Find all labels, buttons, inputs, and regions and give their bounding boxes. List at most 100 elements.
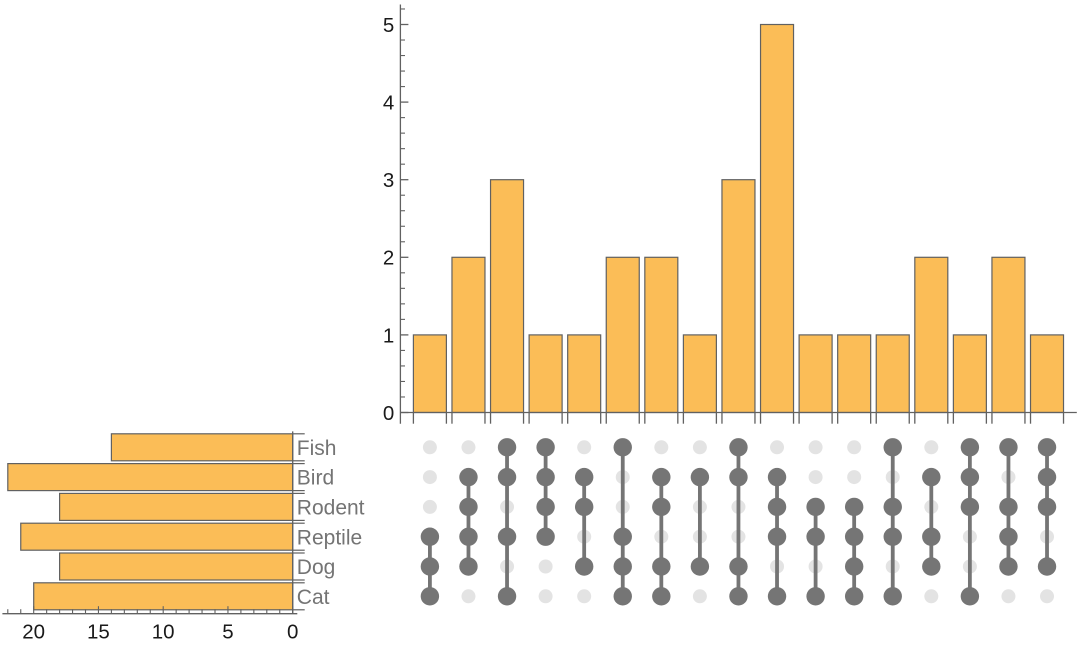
matrix-dot-active <box>999 497 1018 517</box>
matrix-dot-active <box>1037 497 1057 517</box>
set-label: Bird <box>297 467 334 490</box>
intersection-y-tick-label: 2 <box>383 247 394 270</box>
matrix-dot-inactive <box>770 440 785 455</box>
matrix-dot-active <box>960 467 980 487</box>
intersection-y-tick-label: 1 <box>383 324 394 347</box>
matrix-dot-inactive <box>654 440 669 455</box>
matrix-dot-active <box>767 527 787 546</box>
intersection-bar <box>451 256 486 414</box>
matrix-dot-active <box>806 527 825 546</box>
matrix-dot-active <box>652 587 671 606</box>
matrix-dot-active <box>922 557 941 576</box>
matrix-dot-active <box>420 557 440 576</box>
matrix-dot-inactive <box>847 470 862 485</box>
matrix-dot-active <box>613 527 632 546</box>
matrix-dot-active <box>420 587 440 606</box>
intersection-bar <box>991 256 1026 414</box>
set-label: Rodent <box>297 496 365 519</box>
matrix-dot-active <box>729 467 748 487</box>
matrix-dot-active <box>497 587 517 606</box>
matrix-dot-active <box>652 467 671 487</box>
set-size-x-tick-label: 0 <box>287 620 298 643</box>
set-size-bar <box>33 582 294 611</box>
matrix-dot-inactive <box>808 470 823 485</box>
matrix-dot-active <box>729 557 748 576</box>
matrix-dot-inactive <box>808 440 823 455</box>
intersection-y-tick-label: 0 <box>383 402 394 425</box>
intersection-bar <box>567 334 602 414</box>
matrix-dot-active <box>536 438 555 457</box>
intersection-bar <box>759 23 795 414</box>
matrix-dot-active <box>806 497 825 517</box>
intersection-bar <box>682 334 717 414</box>
matrix-dot-active <box>1037 467 1057 487</box>
matrix-dot-active <box>960 497 980 517</box>
intersection-y-tick-label: 4 <box>383 91 394 114</box>
intersection-bar <box>721 179 756 414</box>
intersection-bar <box>952 334 987 414</box>
intersection-bar <box>875 334 910 414</box>
matrix-dot-active <box>574 497 594 517</box>
matrix-dot-active <box>883 527 902 546</box>
matrix-dot-active <box>1037 438 1057 457</box>
intersection-y-tick-label: 3 <box>383 169 394 192</box>
matrix-dot-active <box>574 467 594 487</box>
set-label: Fish <box>297 437 337 460</box>
matrix-dot-active <box>459 527 478 546</box>
intersection-bar <box>1029 334 1065 414</box>
matrix-dot-inactive <box>924 440 939 455</box>
set-size-bar <box>20 522 294 551</box>
matrix-dot-active <box>883 438 902 457</box>
set-size-bar <box>110 433 294 462</box>
matrix-dot-active <box>613 587 632 606</box>
matrix-dot-active <box>883 587 902 606</box>
matrix-dot-active <box>613 438 632 457</box>
intersection-bar <box>644 256 679 414</box>
matrix-dot-active <box>806 587 825 606</box>
matrix-dot-active <box>729 438 748 457</box>
matrix-dot-active <box>999 438 1018 457</box>
intersection-bar <box>528 334 563 414</box>
matrix-dot-active <box>690 557 710 576</box>
intersection-bar <box>837 334 872 414</box>
set-size-x-tick-label: 15 <box>87 620 110 643</box>
matrix-dot-active <box>497 467 517 487</box>
matrix-dot-active <box>536 497 555 517</box>
matrix-dot-inactive <box>924 589 939 604</box>
matrix-dot-inactive <box>538 559 553 574</box>
matrix-dot-active <box>999 557 1018 576</box>
matrix-dot-active <box>690 467 710 487</box>
matrix-dot-active <box>574 557 594 576</box>
matrix-dot-active <box>1037 557 1057 576</box>
matrix-dot-active <box>459 497 478 517</box>
matrix-dot-inactive <box>692 440 707 455</box>
matrix-dot-active <box>497 527 517 546</box>
matrix-dot-active <box>767 497 787 517</box>
matrix-dot-active <box>420 527 440 546</box>
matrix-dot-active <box>922 527 941 546</box>
matrix-dot-active <box>767 587 787 606</box>
set-size-bar <box>58 492 294 521</box>
set-size-x-tick-label: 5 <box>222 620 233 643</box>
intersection-bar <box>914 256 949 414</box>
matrix-dot-active <box>459 467 478 487</box>
matrix-dot-inactive <box>422 470 437 485</box>
matrix-dot-active <box>497 438 517 457</box>
matrix-dot-active <box>844 497 864 517</box>
matrix-dot-active <box>459 557 478 576</box>
set-size-x-tick-label: 10 <box>152 620 175 643</box>
set-size-bar <box>7 463 294 492</box>
matrix-dot-active <box>883 497 902 517</box>
matrix-dot-active <box>960 438 980 457</box>
matrix-dot-active <box>960 587 980 606</box>
matrix-dot-active <box>536 467 555 487</box>
matrix-dot-inactive <box>1040 589 1055 604</box>
matrix-dot-active <box>536 527 555 546</box>
matrix-dot-inactive <box>847 440 862 455</box>
intersection-bar <box>412 334 447 414</box>
set-label: Cat <box>297 586 330 609</box>
matrix-dot-active <box>922 467 941 487</box>
set-label: Dog <box>297 556 336 579</box>
